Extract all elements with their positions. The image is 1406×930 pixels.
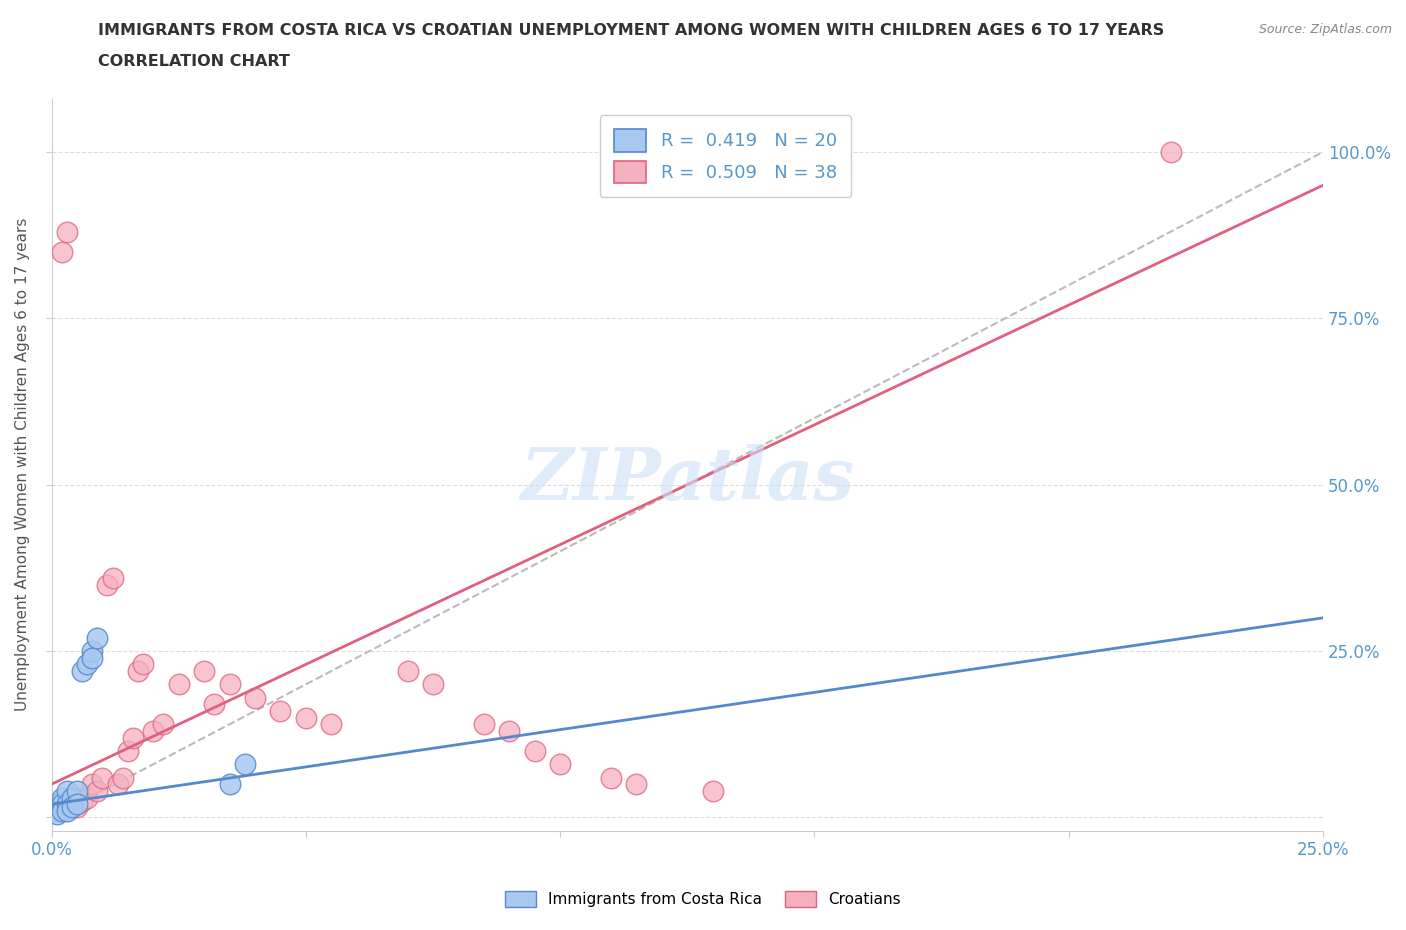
Point — [45, 804, 67, 818]
Point — [45, 797, 67, 812]
Point — [600, 770, 623, 785]
Point — [66, 783, 89, 798]
Point — [70, 793, 93, 808]
Point — [321, 717, 343, 732]
Point — [56, 797, 79, 812]
Point — [132, 657, 155, 671]
Point — [117, 743, 139, 758]
Point — [91, 770, 114, 785]
Point — [86, 783, 108, 798]
Point — [218, 777, 240, 791]
Point — [218, 677, 240, 692]
Point — [233, 757, 256, 772]
Point — [111, 770, 134, 785]
Point — [56, 783, 79, 798]
Text: CORRELATION CHART: CORRELATION CHART — [98, 54, 290, 69]
Point — [66, 797, 89, 812]
Point — [243, 690, 266, 705]
Point — [422, 677, 444, 692]
Text: IMMIGRANTS FROM COSTA RICA VS CROATIAN UNEMPLOYMENT AMONG WOMEN WITH CHILDREN AG: IMMIGRANTS FROM COSTA RICA VS CROATIAN U… — [98, 23, 1164, 38]
Point — [82, 650, 104, 665]
Point — [60, 800, 83, 815]
Point — [45, 806, 67, 821]
Point — [122, 730, 145, 745]
Point — [60, 797, 83, 812]
Point — [626, 777, 648, 791]
Point — [66, 790, 89, 805]
Text: Source: ZipAtlas.com: Source: ZipAtlas.com — [1258, 23, 1392, 36]
Point — [269, 704, 291, 719]
Point — [702, 783, 724, 798]
Point — [142, 724, 165, 738]
Point — [60, 790, 83, 805]
Point — [193, 664, 215, 679]
Point — [152, 717, 174, 732]
Point — [1160, 144, 1182, 159]
Point — [396, 664, 419, 679]
Text: ZIPatlas: ZIPatlas — [520, 444, 855, 515]
Y-axis label: Unemployment Among Women with Children Ages 6 to 17 years: Unemployment Among Women with Children A… — [15, 218, 30, 711]
Point — [548, 757, 571, 772]
Point — [51, 797, 73, 812]
Point — [523, 743, 546, 758]
Point — [96, 578, 118, 592]
Point — [101, 570, 124, 585]
Legend: R =  0.419   N = 20, R =  0.509   N = 38: R = 0.419 N = 20, R = 0.509 N = 38 — [599, 115, 852, 197]
Point — [127, 664, 149, 679]
Legend: Immigrants from Costa Rica, Croatians: Immigrants from Costa Rica, Croatians — [499, 884, 907, 913]
Point — [56, 224, 79, 239]
Point — [76, 657, 98, 671]
Point — [82, 644, 104, 658]
Point — [76, 790, 98, 805]
Point — [498, 724, 520, 738]
Point — [107, 777, 129, 791]
Point — [295, 711, 318, 725]
Point — [472, 717, 495, 732]
Point — [86, 631, 108, 645]
Point — [82, 777, 104, 791]
Point — [51, 245, 73, 259]
Point — [66, 800, 89, 815]
Point — [51, 790, 73, 805]
Point — [51, 804, 73, 818]
Point — [167, 677, 190, 692]
Point — [56, 804, 79, 818]
Point — [70, 664, 93, 679]
Point — [202, 697, 225, 711]
